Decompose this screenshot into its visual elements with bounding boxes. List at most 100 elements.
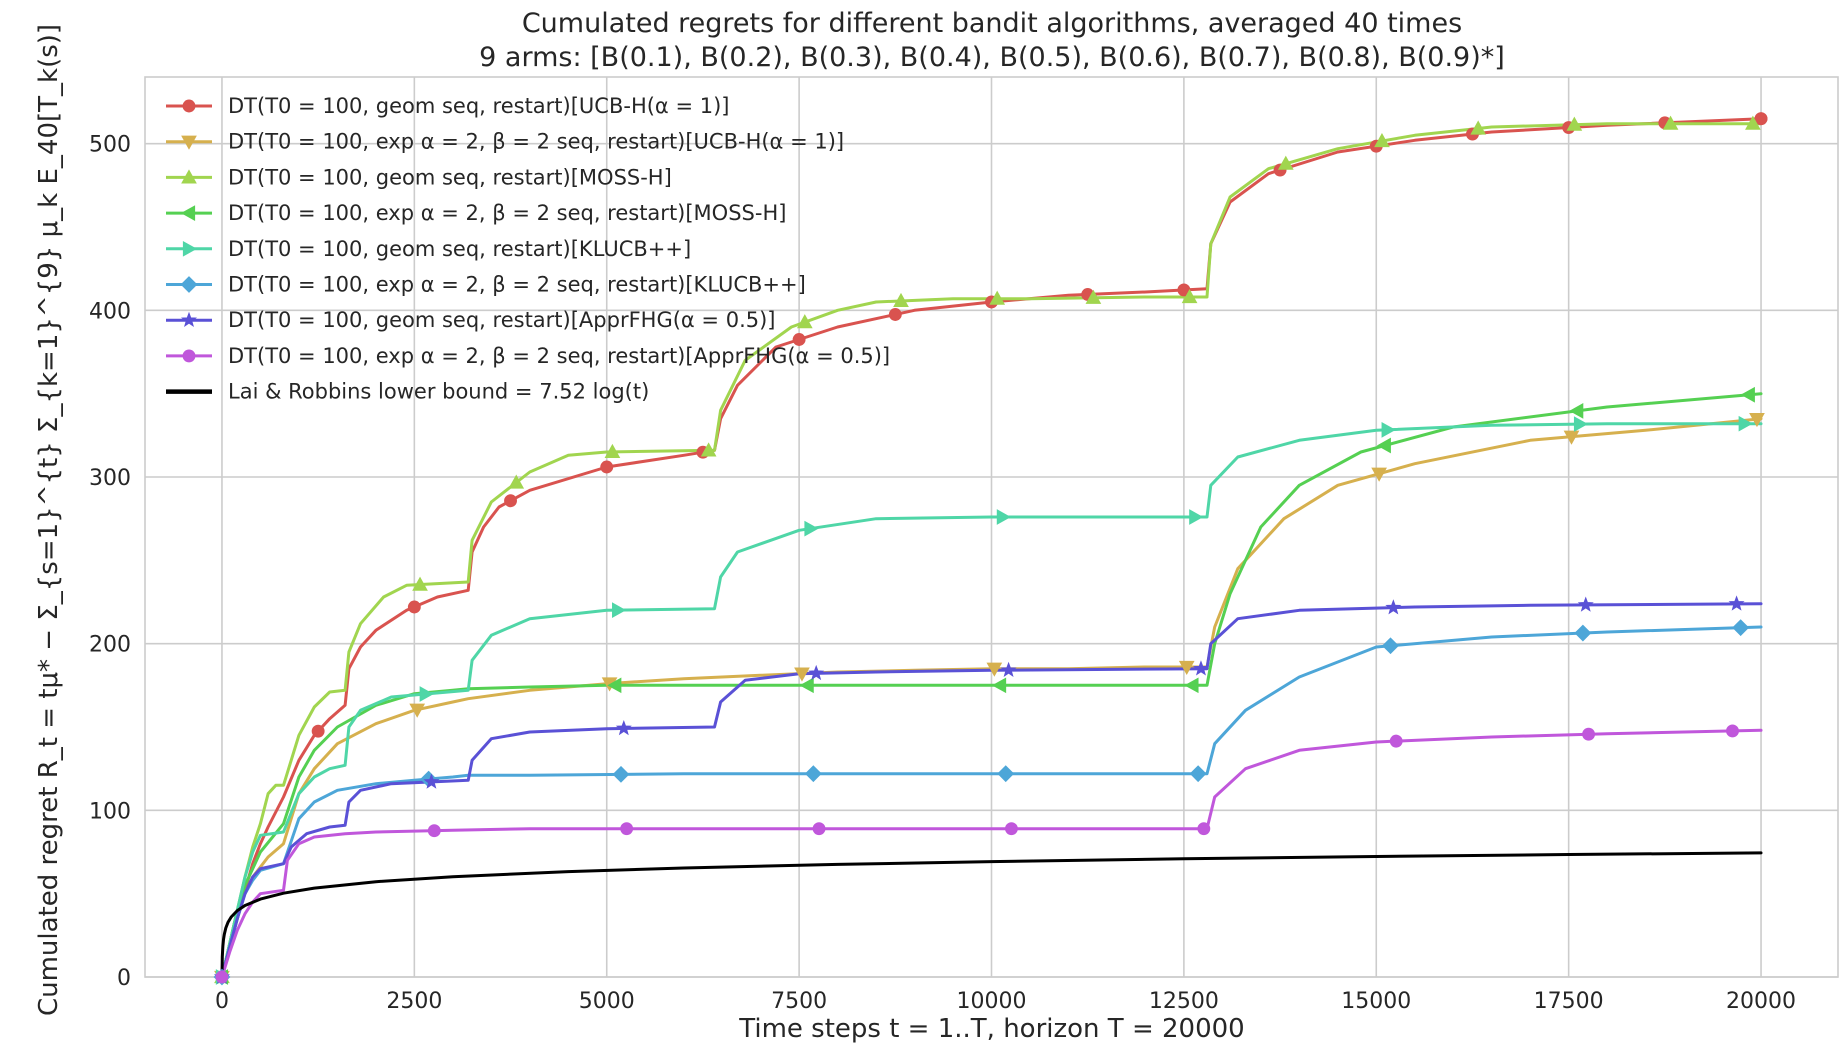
x-tick-label: 2500: [386, 989, 442, 1014]
circle-marker: [407, 600, 421, 614]
series-line-5: [220, 422, 1763, 979]
circle-marker: [504, 494, 517, 508]
circle-marker: [600, 460, 614, 474]
x-tick-label: 10000: [957, 989, 1027, 1014]
star-marker: [180, 311, 198, 328]
triangle-down-marker: [181, 135, 197, 150]
triangle-up-marker: [412, 576, 428, 591]
legend-label: DT(T0 = 100, exp α = 2, β = 2 seq, resta…: [228, 201, 786, 225]
chart-title: Cumulated regrets for different bandit a…: [522, 8, 1462, 39]
legend-label: DT(T0 = 100, geom seq, restart)[ApprFHG(…: [228, 308, 776, 332]
circle-marker: [1754, 112, 1768, 126]
y-tick-label: 0: [117, 966, 131, 991]
series-line-2: [220, 417, 1763, 979]
circle-marker: [1004, 822, 1018, 836]
legend-label: DT(T0 = 100, exp α = 2, β = 2 seq, resta…: [228, 344, 890, 368]
legend-entry-6: DT(T0 = 100, exp α = 2, β = 2 seq, resta…: [166, 273, 806, 297]
y-tick-label: 400: [89, 299, 131, 324]
legend-label: DT(T0 = 100, geom seq, restart)[MOSS-H]: [228, 165, 672, 189]
x-tick-label: 17500: [1534, 989, 1604, 1014]
circle-marker: [215, 970, 229, 984]
x-axis-label: Time steps t = 1..T, horizon T = 20000: [738, 1014, 1244, 1044]
star-marker: [1192, 660, 1209, 676]
series-4-markers: [213, 386, 1755, 985]
legend-label: DT(T0 = 100, exp α = 2, β = 2 seq, resta…: [228, 273, 806, 297]
triangle-up-marker: [1662, 115, 1679, 130]
triangle-up-marker: [796, 314, 813, 329]
plot-frame: [144, 76, 1839, 978]
x-tick-label: 0: [215, 989, 229, 1014]
triangle-up-marker: [508, 474, 525, 489]
x-tick-label: 15000: [1341, 989, 1411, 1014]
triangle-right-marker: [1738, 415, 1753, 432]
triangle-right-marker: [996, 509, 1011, 525]
series-lines: [220, 117, 1763, 979]
legend-entry-3: DT(T0 = 100, geom seq, restart)[MOSS-H]: [166, 165, 672, 189]
star-marker: [423, 773, 440, 789]
series-6-markers: [213, 619, 1750, 986]
triangle-up-marker: [1470, 120, 1487, 135]
diamond-marker: [612, 765, 630, 783]
diamond-marker: [1732, 619, 1750, 637]
triangle-left-marker: [992, 677, 1007, 694]
triangle-up-marker: [1181, 288, 1198, 304]
diamond-marker: [1574, 624, 1592, 642]
circle-marker: [182, 99, 196, 113]
star-marker: [808, 664, 825, 681]
triangle-right-marker: [1573, 416, 1589, 432]
circle-marker: [1582, 727, 1596, 741]
legend-entry-1: DT(T0 = 100, geom seq, restart)[UCB-H(α …: [166, 94, 729, 118]
series-markers: [213, 112, 1768, 986]
legend-entry-7: DT(T0 = 100, geom seq, restart)[ApprFHG(…: [166, 308, 776, 332]
triangle-up-marker: [604, 443, 621, 459]
legend-label: DT(T0 = 100, geom seq, restart)[KLUCB++]: [228, 237, 691, 261]
circle-marker: [1726, 724, 1739, 738]
legend: DT(T0 = 100, geom seq, restart)[UCB-H(α …: [166, 94, 890, 404]
star-marker: [1728, 595, 1745, 611]
legend-entry-4: DT(T0 = 100, exp α = 2, β = 2 seq, resta…: [166, 201, 786, 225]
circle-marker: [311, 724, 325, 738]
series-7-markers: [213, 595, 1745, 984]
circle-marker: [812, 822, 826, 836]
triangle-down-marker: [1371, 467, 1387, 482]
triangle-left-marker: [1740, 386, 1755, 403]
legend-label: DT(T0 = 100, exp α = 2, β = 2 seq, resta…: [228, 130, 844, 154]
series-line-6: [220, 625, 1763, 979]
series-8-markers: [215, 724, 1739, 984]
circle-marker: [888, 308, 902, 321]
y-tick-label: 100: [89, 799, 131, 824]
triangle-up-marker: [1085, 289, 1102, 304]
series-line-3: [220, 122, 1763, 979]
series-1-markers: [215, 112, 1768, 984]
triangle-right-marker: [182, 240, 198, 257]
star-marker: [1385, 599, 1402, 615]
triangle-left-marker: [799, 677, 814, 694]
legend-label: Lai & Robbins lower bound = 7.52 log(t): [228, 380, 649, 404]
y-tick-label: 500: [89, 133, 131, 158]
circle-marker: [182, 349, 196, 363]
triangle-up-marker: [1374, 132, 1390, 148]
triangle-right-marker: [419, 686, 434, 702]
x-tick-label: 7500: [771, 989, 827, 1014]
triangle-left-marker: [1569, 403, 1584, 419]
circle-marker: [427, 824, 441, 838]
diamond-marker: [804, 765, 822, 783]
tick-labels: 0 2500 5000 7500 10000 12500 15000 17500 20000 0 1…: [89, 133, 1796, 1014]
legend-entry-2: DT(T0 = 100, exp α = 2, β = 2 seq, resta…: [166, 130, 844, 154]
y-tick-label: 300: [89, 466, 131, 491]
series-2-markers: [214, 412, 1765, 986]
circle-marker: [1197, 822, 1211, 836]
triangle-up-marker: [700, 442, 717, 457]
legend-entry-5: DT(T0 = 100, geom seq, restart)[KLUCB++]: [166, 237, 691, 261]
triangle-up-marker: [181, 169, 197, 184]
star-marker: [615, 719, 632, 736]
series-5-markers: [215, 415, 1753, 985]
circle-marker: [620, 822, 634, 836]
triangle-up-marker: [989, 290, 1006, 305]
diamond-marker: [1189, 765, 1207, 783]
triangle-down-marker: [794, 667, 810, 682]
chart-subtitle: 9 arms: [B(0.1), B(0.2), B(0.3), B(0.4),…: [479, 42, 1505, 73]
diamond-marker: [997, 765, 1015, 783]
legend-entry-9: Lai & Robbins lower bound = 7.52 log(t): [166, 380, 649, 404]
